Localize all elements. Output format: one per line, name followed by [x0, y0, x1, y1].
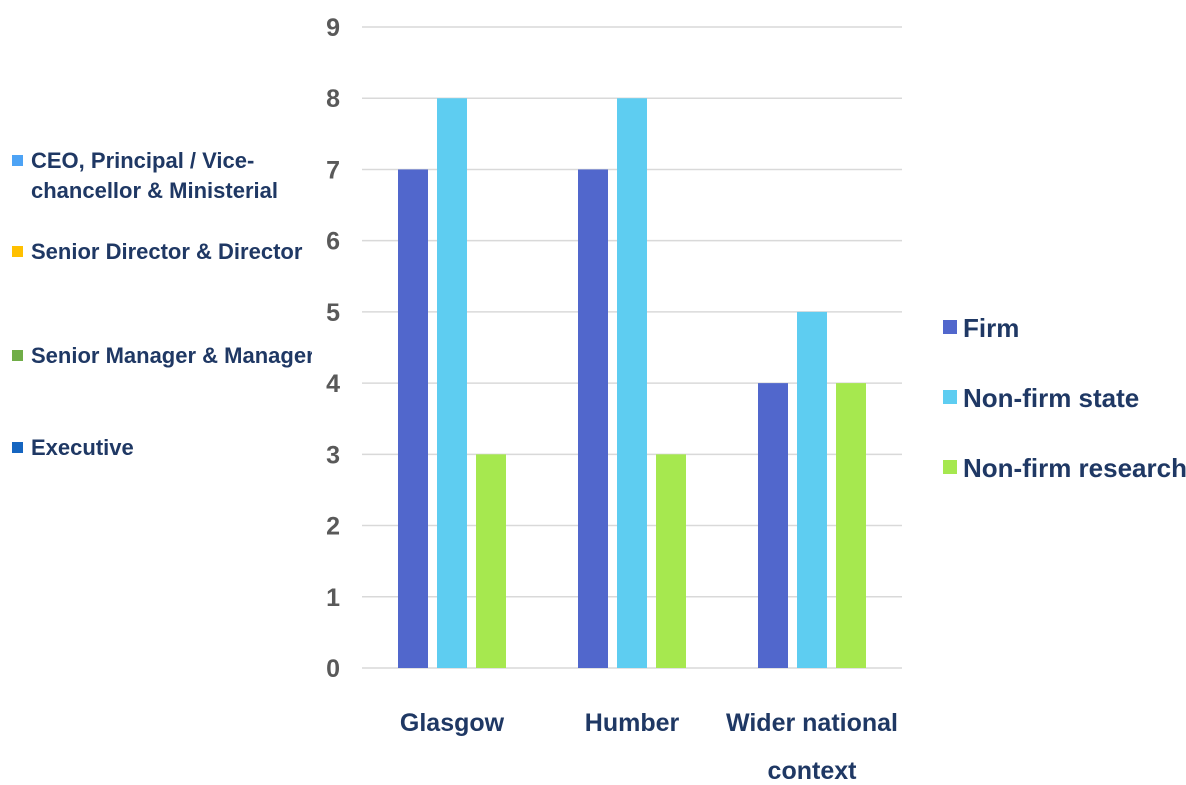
left-legend-item-senior-director: Senior Director & Director — [12, 237, 312, 267]
y-tick-label: 8 — [326, 85, 340, 113]
left-legend-item-executive: Executive — [12, 433, 312, 463]
x-tick-label: Glasgow — [400, 709, 505, 737]
left-legend-label-ceo-line1: CEO, Principal / Vice- — [31, 148, 255, 173]
left-legend-item-ceo: CEO, Principal / Vice- chancellor & Mini… — [12, 146, 312, 206]
bar — [836, 383, 866, 668]
bar — [797, 311, 827, 668]
x-tick-label: Wider national — [726, 709, 898, 737]
y-tick-label: 4 — [326, 370, 340, 398]
x-axis-labels: Glasgow Humber Wider national context — [400, 709, 898, 785]
left-legend-swatch-senior-manager — [12, 350, 23, 361]
left-legend-swatch-senior-director — [12, 246, 23, 257]
legend-swatch — [943, 390, 957, 404]
y-tick-label: 1 — [326, 584, 340, 612]
y-tick-label: 5 — [326, 299, 340, 327]
y-tick-label: 0 — [326, 655, 340, 683]
bars — [398, 98, 866, 668]
legend-label: Non-firm research — [963, 453, 1186, 483]
x-tick-label: context — [768, 757, 858, 785]
y-tick-label: 3 — [326, 441, 340, 469]
left-legend-swatch-executive — [12, 442, 23, 453]
left-legend-label-ceo-line2: chancellor & Ministerial — [31, 178, 278, 203]
y-axis-labels: 0 1 2 3 4 5 6 7 8 9 — [326, 14, 340, 683]
legend-label: Non-firm state — [963, 383, 1139, 413]
bar — [656, 454, 686, 668]
bar — [578, 169, 608, 668]
left-legend-label-senior-director: Senior Director & Director — [31, 239, 303, 264]
chart-legend: Firm Non-firm state Non-firm research — [943, 313, 1186, 483]
y-tick-label: 2 — [326, 513, 340, 541]
left-legend-label-senior-manager: Senior Manager & Manager — [31, 343, 312, 368]
bar — [398, 169, 428, 668]
left-legend-swatch-ceo — [12, 155, 23, 166]
bar — [758, 383, 788, 668]
bar — [617, 98, 647, 668]
bar — [476, 454, 506, 668]
bar — [437, 98, 467, 668]
y-tick-label: 9 — [326, 14, 340, 42]
legend-label: Firm — [963, 313, 1019, 343]
left-legend-label-executive: Executive — [31, 435, 134, 460]
x-tick-label: Humber — [585, 709, 680, 737]
y-tick-label: 7 — [326, 156, 340, 184]
left-legend: CEO, Principal / Vice- chancellor & Mini… — [12, 140, 312, 480]
legend-swatch — [943, 320, 957, 334]
legend-swatch — [943, 460, 957, 474]
left-legend-item-senior-manager: Senior Manager & Manager — [12, 341, 312, 371]
y-tick-label: 6 — [326, 228, 340, 256]
